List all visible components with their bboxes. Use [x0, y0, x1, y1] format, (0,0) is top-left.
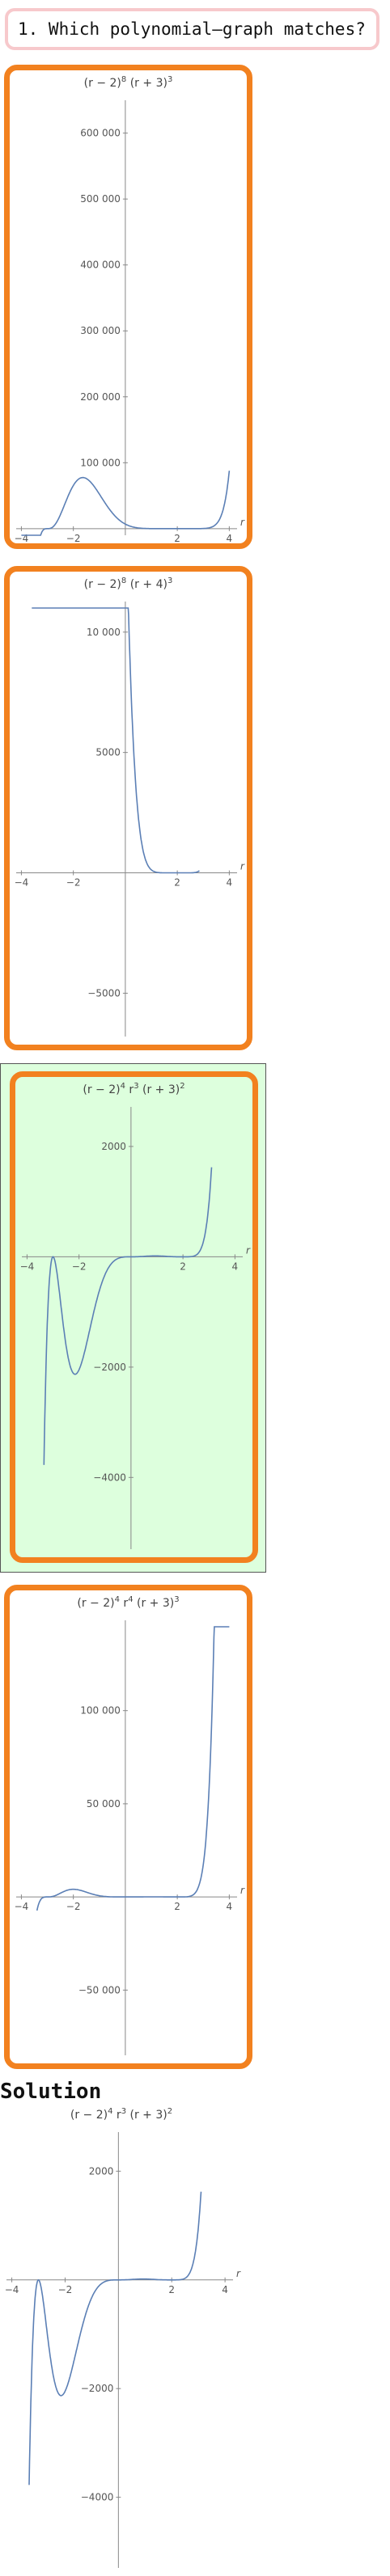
x-tick-label: 4: [227, 533, 233, 543]
x-tick-label: −2: [72, 1261, 87, 1272]
y-tick-label: 600 000: [80, 128, 121, 139]
x-tick-label: −2: [66, 877, 81, 889]
x-tick-label: 4: [227, 1901, 233, 1912]
y-tick-label: 400 000: [80, 260, 121, 271]
plot-option-2: (r − 2)8 (r + 4)3 r −4 −2 2 4 −5000 5000 10 000: [15, 576, 245, 1037]
x-tick-label: −4: [15, 533, 29, 543]
plot-title: (r − 2)8 (r + 3)3: [84, 75, 173, 90]
y-tick-label: 100 000: [80, 457, 121, 468]
x-tick-label: 2: [174, 1901, 180, 1912]
x-tick-label: 4: [222, 2284, 228, 2295]
x-tick-label: 2: [174, 533, 180, 543]
x-tick-label: −4: [15, 1901, 29, 1912]
y-tick-label: −5000: [87, 987, 121, 999]
plot-title: (r − 2)4 r3 (r + 3)2: [70, 2107, 172, 2122]
x-tick-label: −4: [20, 1261, 35, 1272]
y-tick-label: 5000: [95, 747, 121, 758]
y-tick-label: 200 000: [80, 391, 121, 403]
y-tick-label: 2000: [101, 1141, 126, 1152]
x-tick-label: −4: [15, 877, 29, 889]
plot-title: (r − 2)8 (r + 4)3: [84, 576, 173, 591]
series-line: [21, 471, 231, 536]
y-tick-label: −2000: [81, 2383, 114, 2394]
x-tick-label: 2: [174, 877, 180, 889]
y-tick-label: 500 000: [80, 193, 121, 205]
solution-heading: Solution: [0, 2080, 102, 2104]
question-text: 1. Which polynomial–graph matches?: [18, 19, 366, 39]
x-tick-label: −2: [58, 2284, 73, 2295]
y-tick-label: −50 000: [78, 1984, 121, 1995]
y-tick-label: 100 000: [80, 1705, 121, 1717]
y-tick-label: 10 000: [87, 627, 121, 638]
solution-plot-frame: (r − 2)4 r3 (r + 3)2 r −4 −2 2 4 −4000 −2000 200…: [0, 2102, 243, 2576]
plot-title: (r − 2)4 r4 (r + 3)3: [77, 1595, 179, 1610]
question-box: 1. Which polynomial–graph matches?: [5, 8, 379, 50]
x-tick-label: 4: [227, 877, 233, 889]
plot-option-1: (r − 2)8 (r + 3)3 r −4 −2 2 4 100 000 200 000 30…: [15, 75, 245, 543]
x-tick-label: 2: [180, 1261, 186, 1272]
series-line: [28, 2191, 202, 2485]
y-tick-label: −4000: [93, 1472, 126, 1483]
x-tick-label: −2: [66, 533, 81, 543]
y-tick-label: −4000: [81, 2492, 114, 2503]
x-axis-name: r: [240, 1885, 245, 1896]
y-tick-label: −2000: [93, 1362, 126, 1373]
answer-option-1[interactable]: (r − 2)8 (r + 3)3 r −4 −2 2 4 100 000 200 000 30…: [4, 65, 252, 549]
plot-option-3: (r − 2)4 r3 (r + 3)2 r −4 −2 2 4 −4000 −2000 200…: [20, 1082, 251, 1549]
series-line: [32, 607, 200, 874]
y-tick-label: 300 000: [80, 325, 121, 336]
x-axis-name: r: [236, 2268, 241, 2279]
x-axis-name: r: [246, 1244, 251, 1256]
series-line: [36, 1626, 230, 1911]
y-tick-label: 50 000: [87, 1798, 121, 1810]
x-tick-label: −2: [66, 1901, 81, 1912]
answer-option-2[interactable]: (r − 2)8 (r + 4)3 r −4 −2 2 4 −5000 5000 10 000: [4, 566, 252, 1050]
x-axis-name: r: [240, 861, 245, 872]
answer-option-4[interactable]: (r − 2)4 r4 (r + 3)3 r −4 −2 2 4 −50 000 50 000…: [4, 1585, 252, 2069]
series-line: [43, 1167, 213, 1465]
plot-title: (r − 2)4 r3 (r + 3)2: [83, 1082, 184, 1096]
solution-plot: (r − 2)4 r3 (r + 3)2 r −4 −2 2 4 −4000 −2000 200…: [5, 2107, 241, 2568]
answer-option-3[interactable]: (r − 2)4 r3 (r + 3)2 r −4 −2 2 4 −4000 −2000 200…: [10, 1071, 258, 1563]
x-tick-label: −4: [5, 2284, 19, 2295]
x-tick-label: 4: [232, 1261, 239, 1272]
y-tick-label: 2000: [89, 2165, 114, 2177]
x-axis-name: r: [240, 517, 245, 528]
x-tick-label: 2: [168, 2284, 175, 2295]
plot-option-4: (r − 2)4 r4 (r + 3)3 r −4 −2 2 4 −50 000 50 000…: [15, 1595, 245, 2055]
